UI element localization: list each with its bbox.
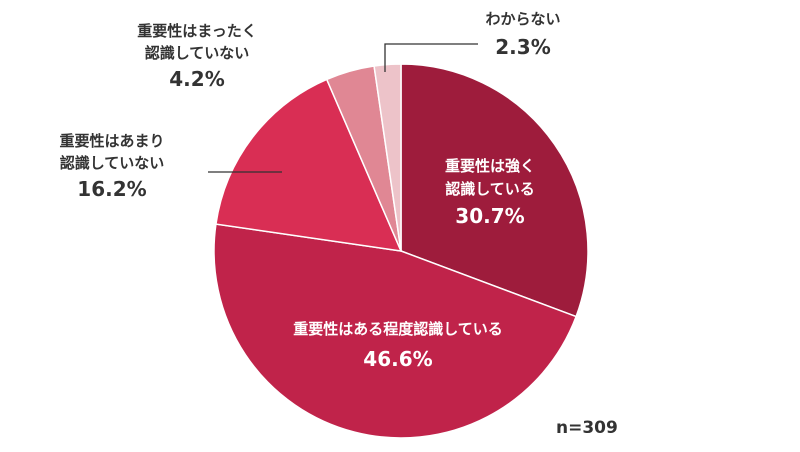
leader-lines: [208, 43, 478, 173]
pie-slice-strong: [400, 63, 589, 318]
slice-value-not-at-all: 4.2%: [169, 67, 224, 91]
slice-value-somewhat: 46.6%: [363, 347, 432, 371]
slice-label-not-at-all: 重要性はまったく: [137, 22, 256, 40]
pie-slices: [213, 63, 589, 439]
slice-label-strong: 重要性は強く: [445, 157, 535, 175]
sample-size-note: n=309: [556, 418, 618, 438]
slice-value-unknown: 2.3%: [495, 35, 550, 59]
pie-slice-unknown: [373, 63, 402, 252]
slice-label-strong: 認識している: [445, 180, 535, 198]
leader-line-unknown: [384, 43, 478, 72]
pie-slice-not-much: [215, 78, 403, 252]
slice-label-somewhat: 重要性はある程度認識している: [293, 320, 503, 338]
slice-label-not-much: 重要性はあまり: [59, 132, 164, 150]
slice-label-not-much: 認識していない: [60, 154, 165, 172]
pie-slice-somewhat: [213, 223, 578, 439]
slice-label-not-at-all: 認識していない: [145, 44, 250, 62]
slice-label-unknown: わからない: [485, 10, 560, 28]
slice-value-not-much: 16.2%: [77, 177, 146, 201]
slice-value-strong: 30.7%: [455, 204, 524, 228]
